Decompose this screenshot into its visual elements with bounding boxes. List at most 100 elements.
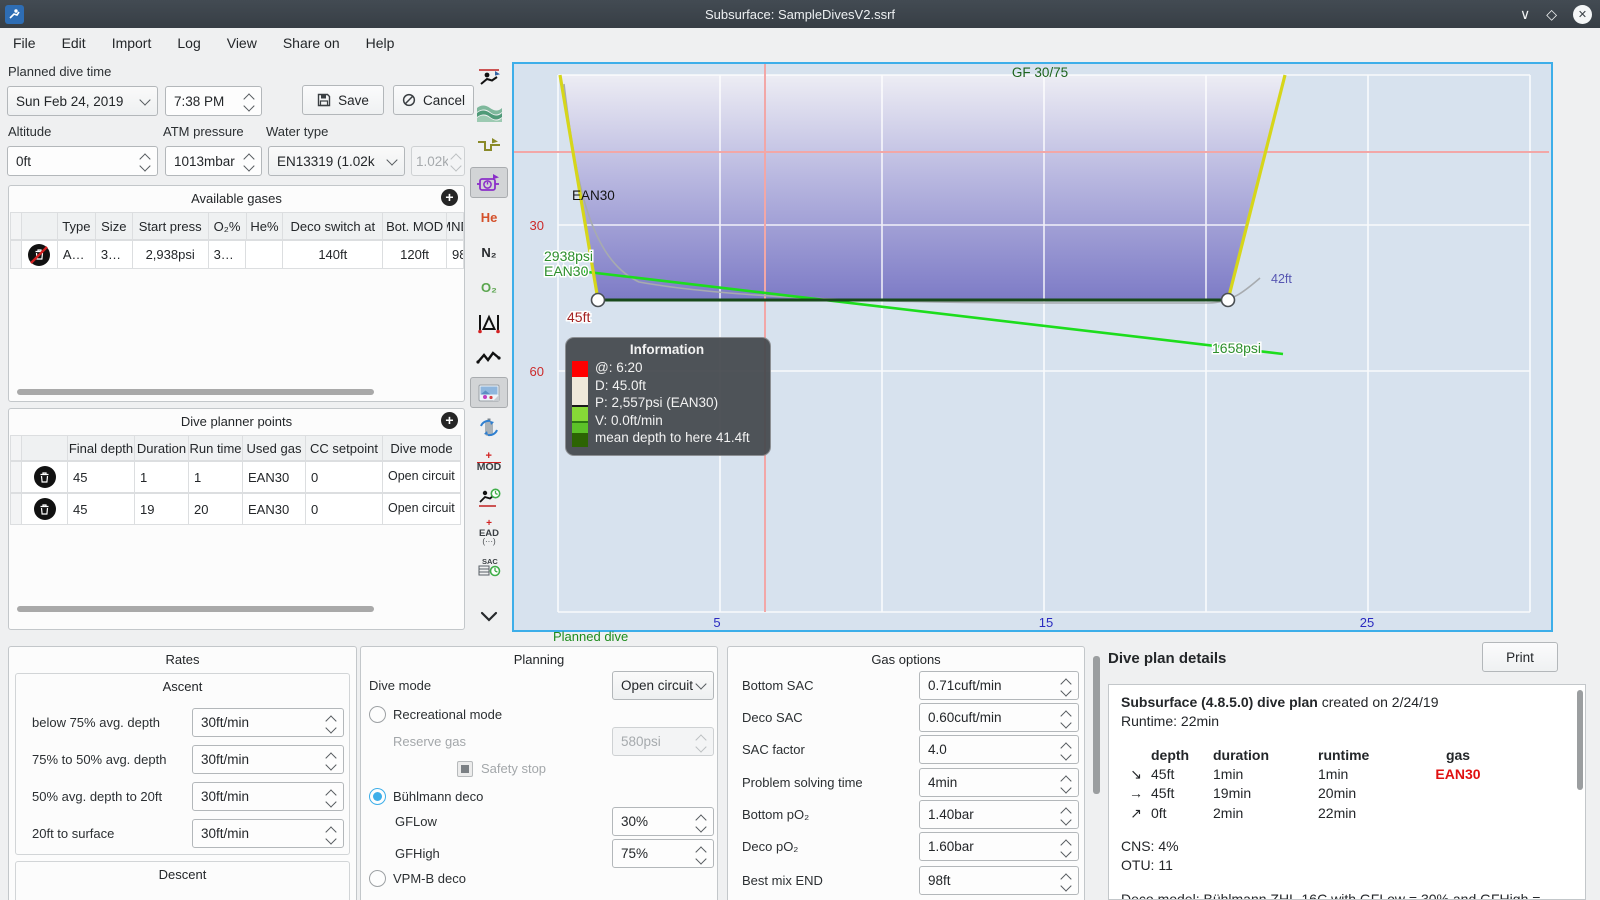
menu-share-on[interactable]: Share on: [282, 35, 340, 51]
water-type-select[interactable]: EN13319 (1.02k: [268, 146, 405, 176]
ascent-group: Ascent below 75% avg. depth 30ft/min 75%…: [15, 673, 350, 855]
ead-icon[interactable]: + EAD (···): [478, 518, 500, 546]
waves-icon[interactable]: [470, 97, 508, 128]
delete-point-icon[interactable]: [33, 498, 56, 520]
dive-plan-details-section: Dive plan details Print Subsurface (4.8.…: [1100, 640, 1595, 900]
chart-grid: [557, 74, 1531, 613]
tissue-delta-icon[interactable]: [470, 307, 508, 338]
sac-factor-stepper[interactable]: 4.0: [919, 735, 1079, 764]
delete-gas-icon[interactable]: [28, 243, 51, 266]
o2-graph-icon[interactable]: O₂: [481, 280, 497, 295]
points-col-setpoint[interactable]: CC setpoint: [306, 435, 383, 461]
dive-plan-details-title: Dive plan details: [1108, 650, 1227, 667]
dc-ceiling-icon[interactable]: [470, 132, 508, 163]
bottom-po2-stepper[interactable]: 1.40bar: [919, 800, 1079, 829]
planning-title: Planning: [513, 651, 565, 667]
dive-plan-text[interactable]: Subsurface (4.8.5.0) dive plan created o…: [1108, 684, 1586, 900]
points-col-duration[interactable]: Duration: [135, 435, 189, 461]
ascent-rate-1-stepper[interactable]: 30ft/min: [192, 708, 344, 737]
altitude-stepper[interactable]: 0ft: [7, 146, 158, 176]
points-col-depth[interactable]: Final depth: [68, 435, 135, 461]
tooltip-pressure: P: 2,557psi (EAN30): [595, 395, 719, 410]
dive-mode-label: Dive mode: [369, 678, 432, 693]
gases-col-he[interactable]: He%: [246, 212, 284, 240]
mean-depth-label: 42ft: [1271, 272, 1292, 286]
gases-col-type[interactable]: Type: [57, 212, 96, 240]
mean-depth-curve: [563, 83, 1261, 304]
bottom-vscrollbar[interactable]: [1093, 656, 1100, 794]
gflow-stepper[interactable]: 30%: [612, 807, 714, 836]
ascent-rate-4-stepper[interactable]: 30ft/min: [192, 819, 344, 848]
points-col-gas[interactable]: Used gas: [243, 435, 306, 461]
tank-pressure-icon[interactable]: [470, 412, 508, 443]
plan-text-vscrollbar[interactable]: [1577, 690, 1583, 790]
deco-po2-stepper[interactable]: 1.60bar: [919, 832, 1079, 861]
dive-time-stepper[interactable]: 7:38 PM: [165, 86, 262, 116]
dive-date-select[interactable]: Sun Feb 24, 2019: [7, 86, 158, 116]
dive-profile-chart[interactable]: GF 30/75 30 60 5 15 25 EAN30 2938psi EAN…: [512, 62, 1553, 632]
n2-graph-icon[interactable]: N₂: [481, 245, 497, 260]
add-gas-button[interactable]: +: [441, 189, 458, 206]
menu-edit[interactable]: Edit: [61, 35, 86, 51]
safety-stop-checkbox[interactable]: [457, 761, 473, 777]
menu-view[interactable]: View: [226, 35, 257, 51]
save-button[interactable]: Save: [302, 85, 384, 115]
gfhigh-stepper[interactable]: 75%: [612, 839, 714, 868]
menubar: File Edit Import Log View Share on Help: [0, 28, 1600, 58]
menu-log[interactable]: Log: [177, 35, 201, 51]
gases-col-deco-switch[interactable]: Deco switch at: [283, 212, 384, 240]
waypoint-handle[interactable]: [1220, 292, 1236, 308]
photos-icon[interactable]: [470, 377, 508, 408]
menu-help[interactable]: Help: [365, 35, 395, 51]
gases-hscrollbar[interactable]: [17, 389, 374, 395]
minimize-icon[interactable]: ∨: [1519, 5, 1531, 22]
menu-file[interactable]: File: [13, 35, 36, 51]
waypoint-handle[interactable]: [590, 292, 606, 308]
he-graph-icon[interactable]: He: [480, 210, 498, 225]
mod-icon[interactable]: + MOD: [476, 450, 502, 474]
toolbar-scroll-down-icon[interactable]: [470, 601, 508, 632]
gases-col-size[interactable]: Size: [95, 212, 133, 240]
bottom-sac-stepper[interactable]: 0.71cuft/min: [919, 671, 1079, 700]
plan-cns: CNS: 4%: [1121, 837, 1179, 854]
deco-time-icon[interactable]: [470, 482, 508, 513]
dive-profile-area: [560, 75, 1285, 300]
gases-col-mnd[interactable]: MND: [447, 212, 464, 240]
ascent-rate-3-stepper[interactable]: 30ft/min: [192, 782, 344, 811]
reserve-gas-label: Reserve gas: [393, 734, 466, 749]
print-button[interactable]: Print: [1482, 642, 1558, 672]
ascent-rate-2-stepper[interactable]: 30ft/min: [192, 745, 344, 774]
pressure-end-label: 1658psi: [1212, 340, 1261, 356]
ascent-title: Ascent: [162, 679, 203, 694]
pressure-colorbar: [572, 361, 588, 447]
depth-tick-60: 60: [530, 364, 544, 379]
vpmb-deco-radio[interactable]: [369, 870, 386, 887]
gases-col-bot-mod[interactable]: Bot. MOD: [383, 212, 448, 240]
best-mix-end-stepper[interactable]: 98ft: [919, 866, 1079, 895]
gases-col-startpress[interactable]: Start press: [132, 212, 209, 240]
calculated-ceiling-icon[interactable]: [470, 167, 508, 198]
sac-icon[interactable]: SAC: [470, 552, 508, 583]
maximize-icon[interactable]: ◇: [1546, 5, 1557, 22]
problem-solving-time-stepper[interactable]: 4min: [919, 768, 1079, 797]
deco-sac-stepper[interactable]: 0.60cuft/min: [919, 703, 1079, 732]
delete-point-icon[interactable]: [33, 466, 56, 488]
dive-mode-icon[interactable]: [470, 62, 508, 93]
gases-col-o2[interactable]: O₂%: [208, 212, 247, 240]
menu-import[interactable]: Import: [111, 35, 152, 51]
points-col-divemode[interactable]: Dive mode: [383, 435, 461, 461]
heart-rate-icon[interactable]: [470, 342, 508, 373]
atm-pressure-stepper[interactable]: 1013mbar: [165, 146, 262, 176]
buhlmann-deco-radio[interactable]: [369, 788, 386, 805]
atm-pressure-label: ATM pressure: [163, 124, 244, 139]
cancel-button[interactable]: Cancel: [393, 85, 474, 115]
points-hscrollbar[interactable]: [17, 606, 374, 612]
titlebar[interactable]: Subsurface: SampleDivesV2.ssrf ∨ ◇ ✕: [0, 0, 1600, 28]
add-point-button[interactable]: +: [441, 412, 458, 429]
points-col-runtime[interactable]: Run time: [189, 435, 243, 461]
dive-mode-select[interactable]: Open circuit: [612, 671, 714, 700]
recreational-mode-radio[interactable]: [369, 706, 386, 723]
info-tooltip-title: Information: [629, 342, 705, 357]
bottom-depth-label: 45ft: [567, 309, 590, 325]
close-icon[interactable]: ✕: [1573, 4, 1592, 24]
